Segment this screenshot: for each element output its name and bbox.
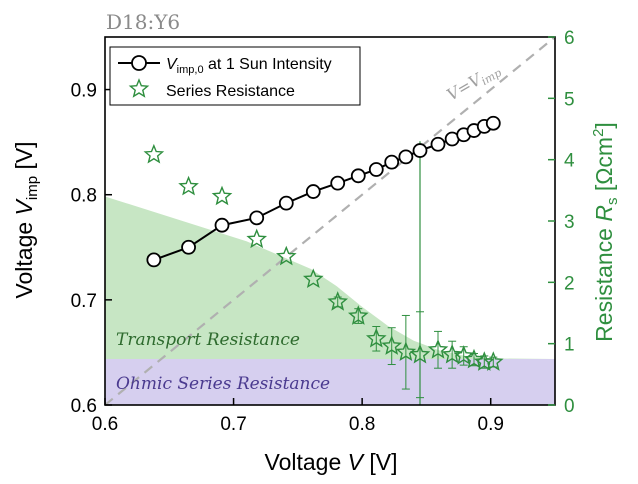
y-left-tick-label: 0.6 <box>71 396 97 417</box>
ohmic-region-label: Ohmic Series Resistance <box>116 374 330 394</box>
vimp-data-point <box>368 162 384 177</box>
legend-circle-marker <box>131 55 147 71</box>
y-right-axis-label: Resistance Rs [Ωcm2] <box>590 122 621 342</box>
series-resistance-point <box>395 341 417 362</box>
series-resistance-point <box>453 345 475 365</box>
vimp-data-point <box>412 143 428 158</box>
series-resistance-point <box>409 343 431 364</box>
vimp-data-point <box>384 154 400 170</box>
x-tick-label: 0.9 <box>478 414 504 435</box>
series-resistance-point <box>365 327 387 348</box>
y-right-tick-label: 3 <box>564 212 575 233</box>
series-resistance-point <box>211 185 233 206</box>
series-resistance-point <box>347 305 369 325</box>
reference-line-label: V=Vimp <box>444 59 504 106</box>
vimp-data-point <box>398 149 414 165</box>
y-left-axis-label: Voltage Vimp [V] <box>11 141 41 298</box>
reference-line-v-equals-vimp <box>105 37 555 405</box>
y-right-tick-label: 2 <box>564 273 575 294</box>
y-right-tick-label: 6 <box>564 28 575 49</box>
x-tick-label: 0.6 <box>92 414 118 435</box>
vimp-data-point <box>146 252 162 268</box>
vimp-data-point <box>249 210 265 226</box>
legend-entry-series-resistance: Series Resistance <box>166 83 295 100</box>
y-left-tick-label: 0.7 <box>71 291 97 312</box>
y-right-tick-label: 5 <box>564 89 575 110</box>
vimp-data-point <box>278 195 294 211</box>
sample-label: D18:Y6 <box>106 10 180 34</box>
legend-entry-vimp: Vimp,0 at 1 Sun Intensity <box>166 56 332 76</box>
legend: Vimp,0 at 1 Sun Intensity Series Resista… <box>109 46 361 106</box>
y-right-tick-label: 0 <box>564 396 575 417</box>
series-resistance-point <box>275 245 297 266</box>
y-right-tick-label: 1 <box>564 335 575 356</box>
series-resistance-point <box>246 228 268 249</box>
series-resistance-point <box>427 338 449 359</box>
series-resistance-point <box>381 335 403 355</box>
series-resistance-point <box>143 143 165 164</box>
x-axis-label: Voltage V [V] <box>265 449 398 475</box>
legend-star-marker <box>128 78 150 98</box>
vimp-data-point <box>330 175 346 191</box>
vimp-data-point <box>181 239 196 255</box>
y-left-tick-label: 0.9 <box>71 81 97 102</box>
series-resistance-point <box>482 351 504 371</box>
y-left-tick-label: 0.8 <box>71 186 97 207</box>
series-resistance-point <box>327 291 349 311</box>
vimp-data-point <box>430 136 446 152</box>
vimp-data-point <box>485 115 501 131</box>
y-right-tick-label: 4 <box>564 151 575 172</box>
transport-region-label: Transport Resistance <box>116 330 300 350</box>
series-resistance-point <box>178 175 199 196</box>
series-resistance-point <box>463 348 485 369</box>
series-resistance-point <box>302 268 324 289</box>
vimp-data-point <box>350 168 366 184</box>
vimp-data-point <box>214 217 230 233</box>
series-resistance-point <box>441 343 463 364</box>
x-tick-label: 0.8 <box>349 414 375 435</box>
x-tick-label: 0.7 <box>220 414 246 435</box>
vimp-data-point <box>305 184 321 199</box>
